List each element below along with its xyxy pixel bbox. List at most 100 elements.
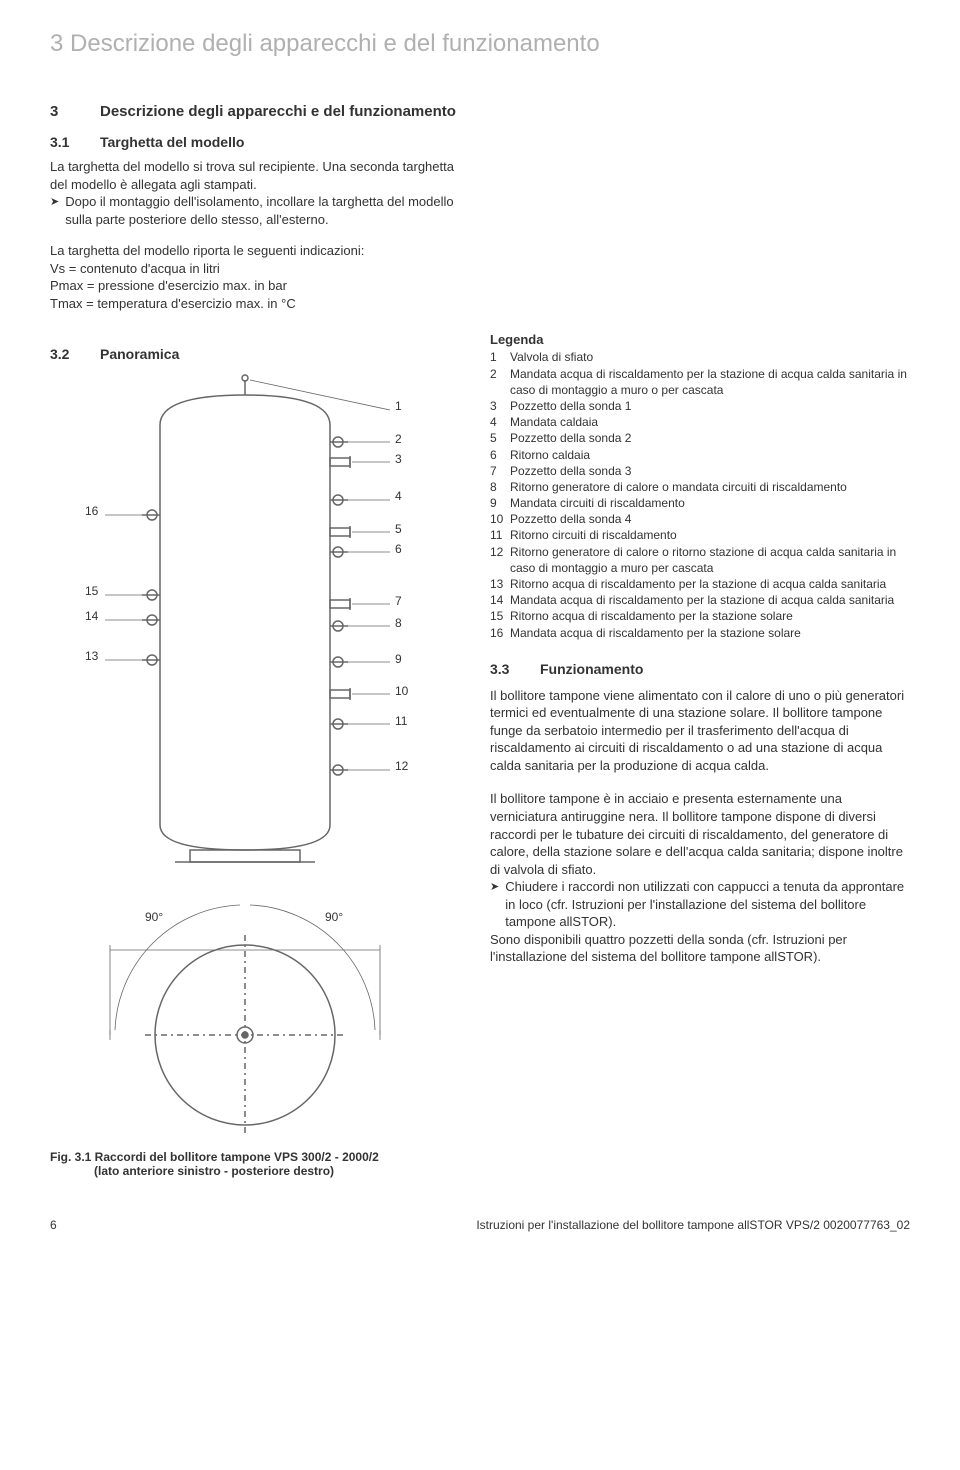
paragraph: Sono disponibili quattro pozzetti della … <box>490 931 910 966</box>
legend-item: 10 Pozzetto della sonda 4 <box>490 511 910 527</box>
section-title: Descrizione degli apparecchi e del funzi… <box>100 103 456 120</box>
legend-item: 15 Ritorno acqua di riscaldamento per la … <box>490 608 910 624</box>
paragraph: Il bollitore tampone viene alimentato co… <box>490 687 910 775</box>
callout-number: 2 <box>395 432 402 446</box>
legend-text: Pozzetto della sonda 3 <box>510 463 631 479</box>
legend-number: 16 <box>490 625 504 641</box>
legend-item: 14 Mandata acqua di riscaldamento per la … <box>490 592 910 608</box>
legend-list: 1Valvola di sfiato2Mandata acqua di risc… <box>490 349 910 640</box>
subsection-number: 3.1 <box>50 134 80 150</box>
legend-number: 8 <box>490 479 504 495</box>
legend-item: 3 Pozzetto della sonda 1 <box>490 398 910 414</box>
bullet-item: ➤ Dopo il montaggio dell'isolamento, inc… <box>50 193 470 228</box>
legend-number: 7 <box>490 463 504 479</box>
page-number: 6 <box>50 1218 57 1232</box>
legend-number: 13 <box>490 576 504 592</box>
legend-item: 1 Valvola di sfiato <box>490 349 910 365</box>
legend-title: Legenda <box>490 332 910 347</box>
legend-text: Valvola di sfiato <box>510 349 593 365</box>
bullet-item: ➤ Chiudere i raccordi non utilizzati con… <box>490 878 910 931</box>
callout-number: 11 <box>395 714 407 728</box>
legend-item: 7 Pozzetto della sonda 3 <box>490 463 910 479</box>
callout-number: 9 <box>395 652 402 666</box>
section-3-2-heading: 3.2 Panoramica <box>50 346 460 362</box>
legend-text: Ritorno acqua di riscaldamento per la st… <box>510 576 886 592</box>
callout-number: 12 <box>395 759 408 773</box>
definition-line: Tmax = temperatura d'esercizio max. in °… <box>50 295 470 313</box>
bottom-view-diagram: 90° 90° <box>50 900 460 1140</box>
legend-text: Mandata acqua di riscaldamento per la st… <box>510 592 894 608</box>
section-3-3-heading: 3.3 Funzionamento <box>490 661 910 677</box>
callout-number: 4 <box>395 489 402 503</box>
section-number: 3 <box>50 103 80 120</box>
paragraph: Il bollitore tampone è in acciaio e pres… <box>490 790 910 878</box>
legend-number: 1 <box>490 349 504 365</box>
definition-line: Pmax = pressione d'esercizio max. in bar <box>50 277 470 295</box>
figure-caption: Fig. 3.1 Raccordi del bollitore tampone … <box>50 1150 460 1164</box>
callout-number: 14 <box>85 609 98 623</box>
angle-label-left: 90° <box>145 910 163 924</box>
footer-text: Istruzioni per l'installazione del bolli… <box>476 1218 910 1232</box>
legend-text: Ritorno caldaia <box>510 447 590 463</box>
legend-item: 9 Mandata circuiti di riscaldamento <box>490 495 910 511</box>
legend-text: Mandata caldaia <box>510 414 598 430</box>
subsection-number: 3.3 <box>490 661 520 677</box>
legend-text: Ritorno circuiti di riscaldamento <box>510 527 677 543</box>
subsection-title: Targhetta del modello <box>100 134 244 150</box>
legend-item: 13 Ritorno acqua di riscaldamento per la … <box>490 576 910 592</box>
paragraph: La targhetta del modello si trova sul re… <box>50 158 470 193</box>
callout-number: 6 <box>395 542 402 556</box>
legend-item: 8 Ritorno generatore di calore o mandata … <box>490 479 910 495</box>
callout-number: 15 <box>85 584 98 598</box>
legend-item: 11 Ritorno circuiti di riscaldamento <box>490 527 910 543</box>
definition-line: Vs = contenuto d'acqua in litri <box>50 260 470 278</box>
legend-item: 12Ritorno generatore di calore o ritorno… <box>490 544 910 576</box>
subsection-title: Panoramica <box>100 346 179 362</box>
legend-number: 6 <box>490 447 504 463</box>
legend-item: 2Mandata acqua di riscaldamento per la s… <box>490 366 910 398</box>
legend-text: Pozzetto della sonda 1 <box>510 398 631 414</box>
page-header: 3 Descrizione degli apparecchi e del fun… <box>50 30 910 58</box>
legend-text: Ritorno generatore di calore o ritorno s… <box>510 544 910 576</box>
subsection-title: Funzionamento <box>540 661 643 677</box>
angle-label-right: 90° <box>325 910 343 924</box>
legend-item: 5 Pozzetto della sonda 2 <box>490 430 910 446</box>
legend-text: Pozzetto della sonda 4 <box>510 511 631 527</box>
legend-item: 4 Mandata caldaia <box>490 414 910 430</box>
legend-number: 9 <box>490 495 504 511</box>
page-footer: 6 Istruzioni per l'installazione del bol… <box>50 1208 910 1232</box>
legend-number: 2 <box>490 366 504 398</box>
legend-number: 4 <box>490 414 504 430</box>
section-3-1-heading: 3.1 Targhetta del modello <box>50 134 470 150</box>
legend-number: 11 <box>490 527 504 543</box>
legend-number: 10 <box>490 511 504 527</box>
legend-number: 3 <box>490 398 504 414</box>
paragraph: La targhetta del modello riporta le segu… <box>50 242 470 260</box>
legend-text: Ritorno generatore di calore o mandata c… <box>510 479 847 495</box>
legend-number: 5 <box>490 430 504 446</box>
legend-text: Pozzetto della sonda 2 <box>510 430 631 446</box>
legend-number: 15 <box>490 608 504 624</box>
legend-item: 16 Mandata acqua di riscaldamento per la … <box>490 625 910 641</box>
arrow-icon: ➤ <box>490 880 499 931</box>
callout-number: 7 <box>395 594 402 608</box>
callout-number: 8 <box>395 616 402 630</box>
subsection-number: 3.2 <box>50 346 80 362</box>
callout-number: 10 <box>395 684 408 698</box>
legend-item: 6 Ritorno caldaia <box>490 447 910 463</box>
figure-subcaption: (lato anteriore sinistro - posteriore de… <box>50 1164 460 1178</box>
bullet-text: Chiudere i raccordi non utilizzati con c… <box>505 878 910 931</box>
bullet-text: Dopo il montaggio dell'isolamento, incol… <box>65 193 470 228</box>
legend-text: Mandata acqua di riscaldamento per la st… <box>510 625 801 641</box>
legend-number: 14 <box>490 592 504 608</box>
callout-number: 1 <box>395 399 402 413</box>
callout-number: 16 <box>85 504 98 518</box>
callout-number: 13 <box>85 649 98 663</box>
legend-text: Mandata acqua di riscaldamento per la st… <box>510 366 910 398</box>
tank-diagram: 12345678910111216151413 <box>50 370 460 890</box>
arrow-icon: ➤ <box>50 195 59 228</box>
callout-number: 3 <box>395 452 402 466</box>
legend-text: Mandata circuiti di riscaldamento <box>510 495 685 511</box>
legend-text: Ritorno acqua di riscaldamento per la st… <box>510 608 793 624</box>
callout-number: 5 <box>395 522 402 536</box>
